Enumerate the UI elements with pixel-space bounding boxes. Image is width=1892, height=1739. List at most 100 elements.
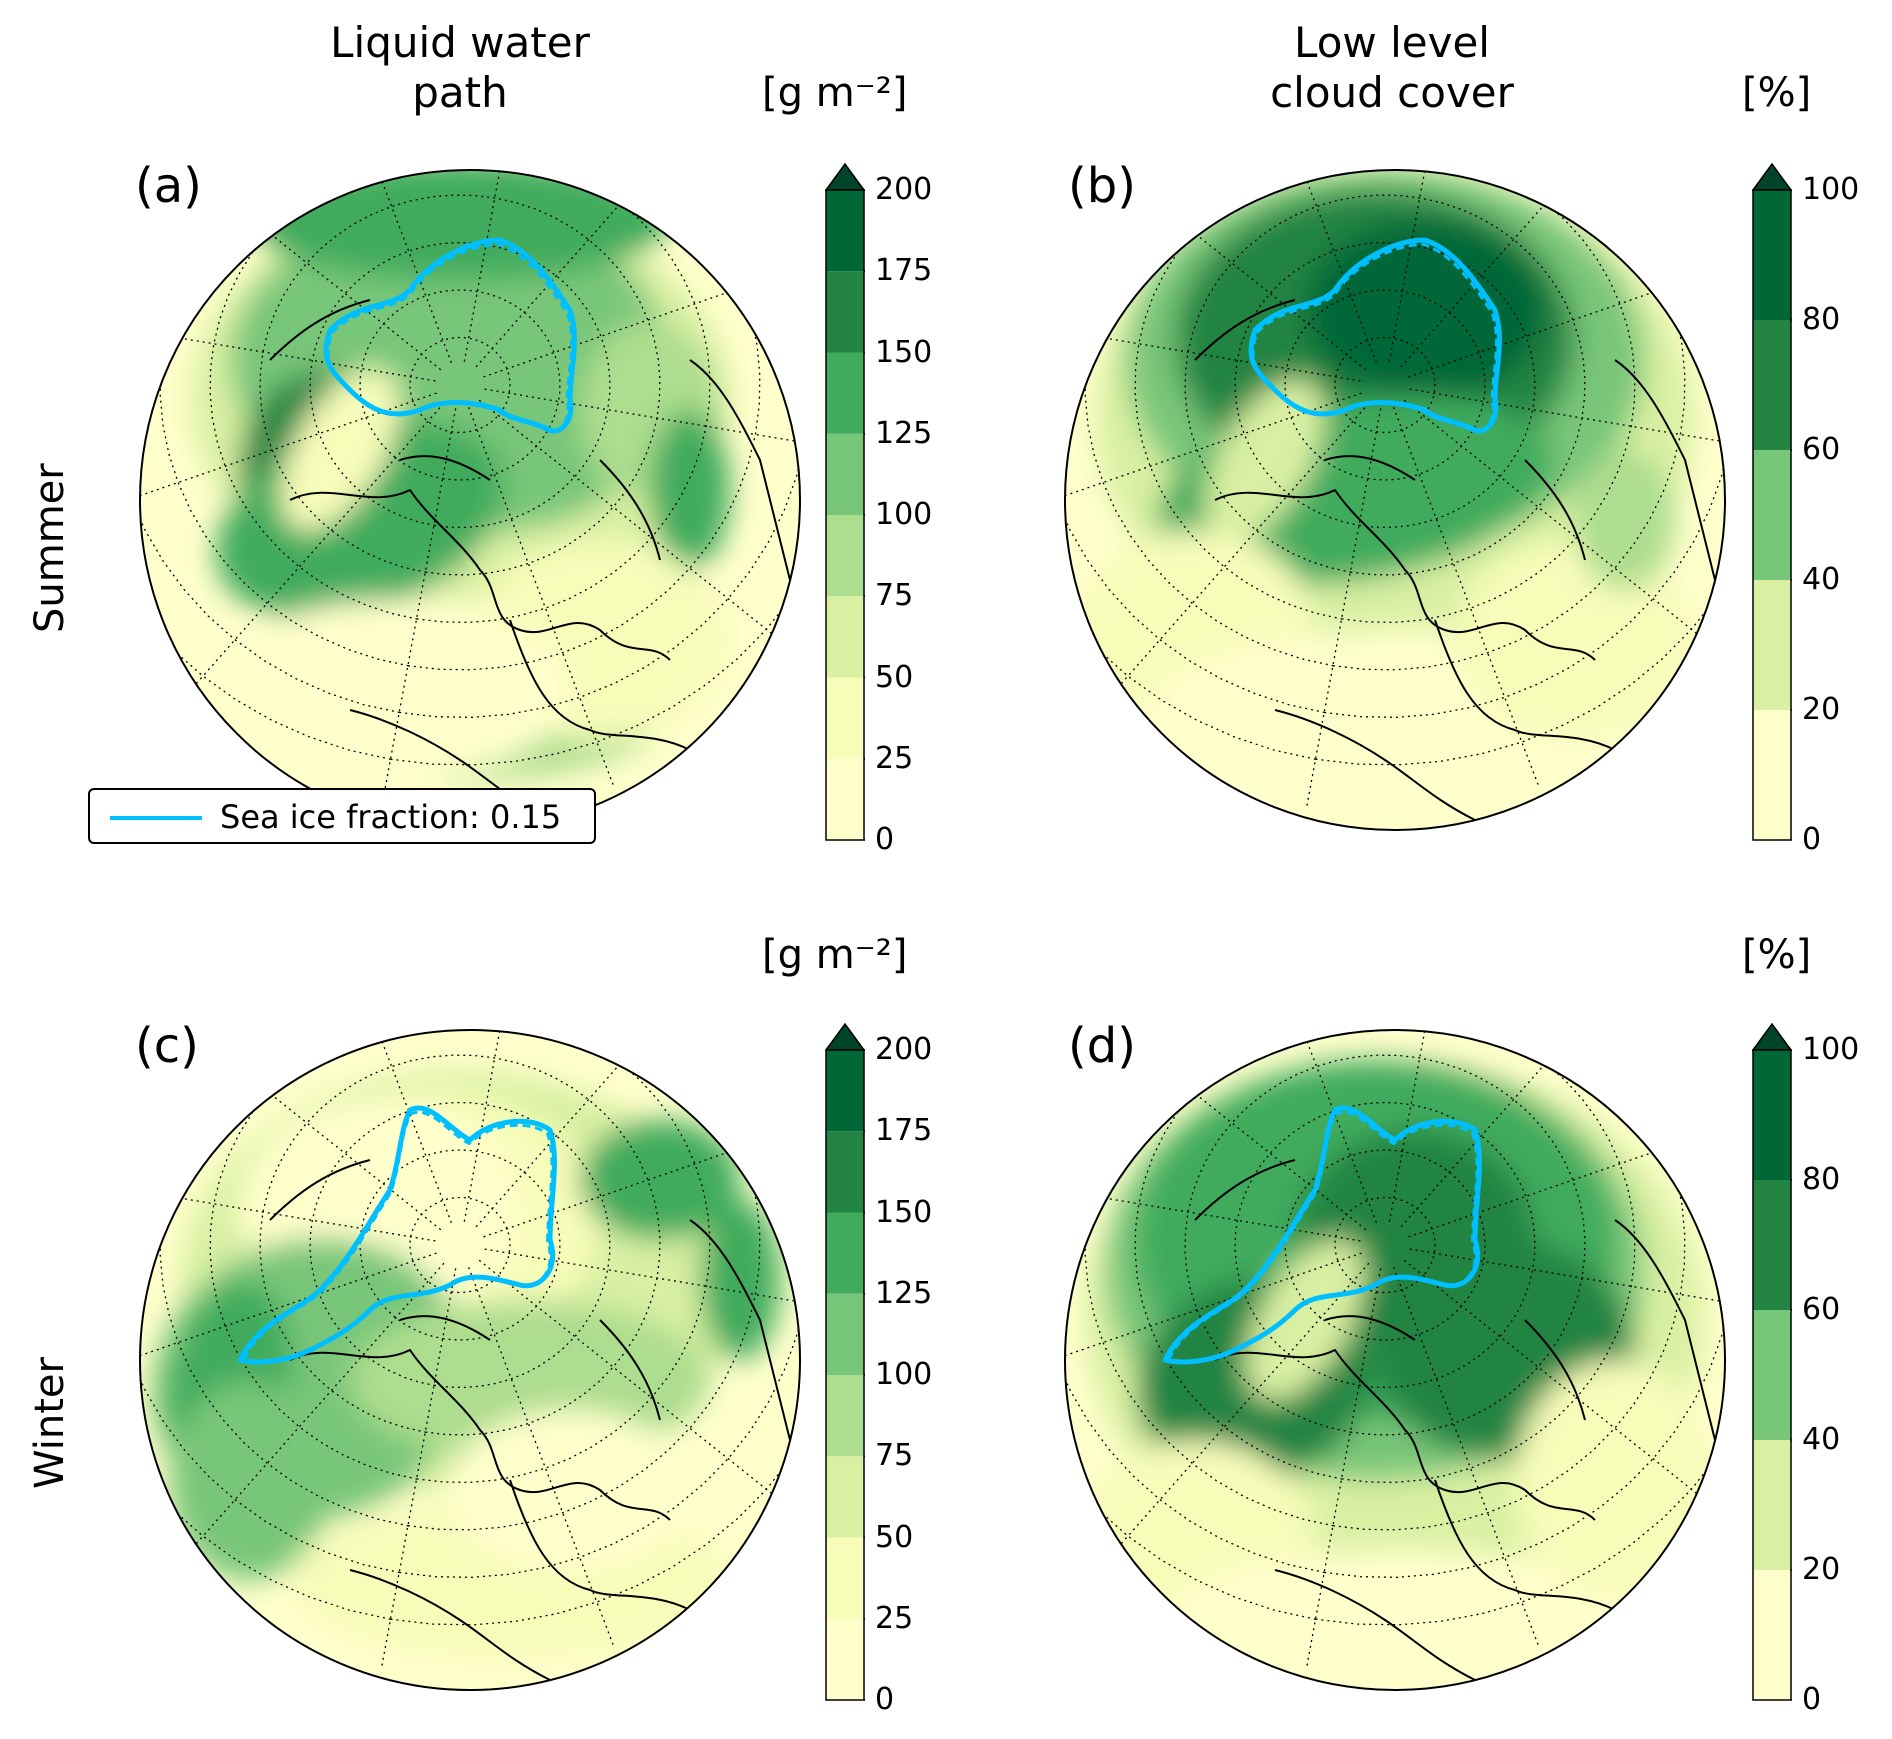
sea-ice-line-dashed	[1167, 1110, 1479, 1363]
coastline	[399, 1315, 491, 1341]
colorbar-segment	[826, 271, 864, 353]
colorbar-segment	[1753, 450, 1791, 580]
meridian-line	[140, 1252, 437, 1392]
colorbar-segment	[826, 677, 864, 759]
coastlines	[269, 1159, 791, 1681]
colorbar-extend-arrow	[825, 1022, 865, 1051]
coastline	[289, 489, 671, 661]
sea-ice-contour	[237, 1105, 557, 1365]
colorbar-segment	[826, 352, 864, 434]
panel-label-d: (d)	[1068, 1018, 1136, 1074]
field-contour	[1575, 450, 1675, 590]
meridian-line	[1388, 170, 1464, 362]
meridian-line	[170, 1262, 445, 1573]
meridian-line	[463, 170, 539, 362]
colorbar-tick-label: 175	[875, 1113, 933, 1149]
map-panel-c	[139, 1029, 801, 1691]
coastline	[1324, 1315, 1416, 1341]
colorbar-segment	[1753, 1440, 1791, 1570]
meridian-line	[381, 1268, 457, 1667]
latitude-line	[1184, 1054, 1586, 1436]
colorbar-segment	[1753, 190, 1791, 320]
latitude-line	[259, 194, 661, 576]
colorbar-tick-label: 100	[1802, 1032, 1860, 1067]
colorbar-tick-label: 75	[875, 1438, 914, 1474]
latitude-line	[209, 1030, 711, 1484]
colorbar-tick-label: 0	[1802, 822, 1822, 857]
coastline	[1274, 1569, 1476, 1681]
colorbar-segment	[826, 1212, 864, 1294]
field-contour	[1455, 540, 1695, 740]
coastline	[689, 1219, 791, 1441]
colorbar-tick-label: 50	[875, 1519, 914, 1555]
colorbar-segment	[826, 433, 864, 515]
latitude-line	[1184, 194, 1586, 576]
colorbar-segment	[1753, 1180, 1791, 1310]
coastline	[1434, 619, 1616, 751]
row-label-winter: Winter	[27, 1357, 73, 1489]
coastline	[599, 459, 661, 561]
colorbar-tick-label: 25	[875, 740, 914, 776]
colorbar-tick-label: 100	[1802, 172, 1860, 207]
colorbar-tick-label: 175	[875, 253, 933, 289]
graticule	[1065, 170, 1725, 807]
colorbar-tick-label: 150	[875, 1194, 933, 1230]
colorbar-tick-label: 200	[875, 1032, 933, 1067]
colorbar-d	[1752, 1022, 1792, 1701]
meridian-line	[1392, 1267, 1540, 1647]
panel-label-c: (c)	[135, 1018, 199, 1074]
map-panel-a	[139, 169, 801, 831]
colorbar-extend-arrow	[1752, 162, 1792, 191]
column-title-lwp: Liquid water path	[280, 18, 640, 118]
coastline	[1524, 1319, 1586, 1421]
sea-ice-line-dashed	[242, 1110, 554, 1363]
field-contour	[210, 600, 570, 780]
coastline	[1194, 299, 1296, 361]
field-contour	[1245, 1238, 1365, 1402]
latitude-line	[1134, 1030, 1636, 1484]
meridian-line	[467, 1267, 615, 1647]
field-contour	[1515, 1360, 1715, 1600]
colorbar-extend-arrow	[1752, 1022, 1792, 1051]
colorbar-segment	[1753, 320, 1791, 450]
latitude-line	[259, 1054, 661, 1436]
colorbar-segment	[1753, 1570, 1791, 1700]
colorbar-segment	[826, 1537, 864, 1619]
field-contour	[280, 368, 400, 532]
colorbar-segment	[826, 596, 864, 678]
unit-label-a: [g m⁻²]	[762, 70, 908, 116]
latitude-line	[209, 170, 711, 624]
column-title-line1: Liquid water	[330, 18, 590, 67]
coastline	[509, 1479, 691, 1611]
graticule	[140, 170, 800, 807]
colorbar-a	[825, 162, 865, 841]
colorbar-tick-label: 80	[1802, 302, 1841, 337]
colorbar-b	[1752, 162, 1792, 841]
coastline	[1324, 455, 1416, 481]
unit-label-c: [g m⁻²]	[762, 932, 908, 978]
colorbar-frame	[1752, 189, 1792, 841]
globe-outline	[139, 1029, 801, 1691]
column-title-llc: Low level cloud cover	[1212, 18, 1572, 118]
meridian-line	[1408, 238, 1725, 378]
coastline	[1614, 1219, 1716, 1441]
meridian-line	[483, 1098, 800, 1238]
field-contour	[170, 1380, 330, 1580]
coastline	[269, 1159, 371, 1221]
meridian-line	[1392, 407, 1540, 787]
field-contour	[1205, 378, 1325, 542]
column-title-line2: path	[412, 68, 508, 117]
coastline	[1274, 709, 1476, 821]
coastline	[1434, 1479, 1616, 1611]
row-label-summer: Summer	[27, 463, 73, 633]
meridian-line	[1306, 408, 1382, 807]
meridian-line	[1065, 392, 1362, 532]
meridian-line	[463, 1030, 539, 1222]
colorbar-tick-label: 60	[1802, 432, 1841, 467]
unit-label-b: [%]	[1742, 70, 1812, 116]
coastline	[1194, 1159, 1296, 1221]
coastline	[349, 1569, 551, 1681]
sea-ice-line	[1162, 1105, 1482, 1365]
colorbar-tick-label: 150	[875, 334, 933, 370]
meridian-line	[1095, 402, 1370, 713]
